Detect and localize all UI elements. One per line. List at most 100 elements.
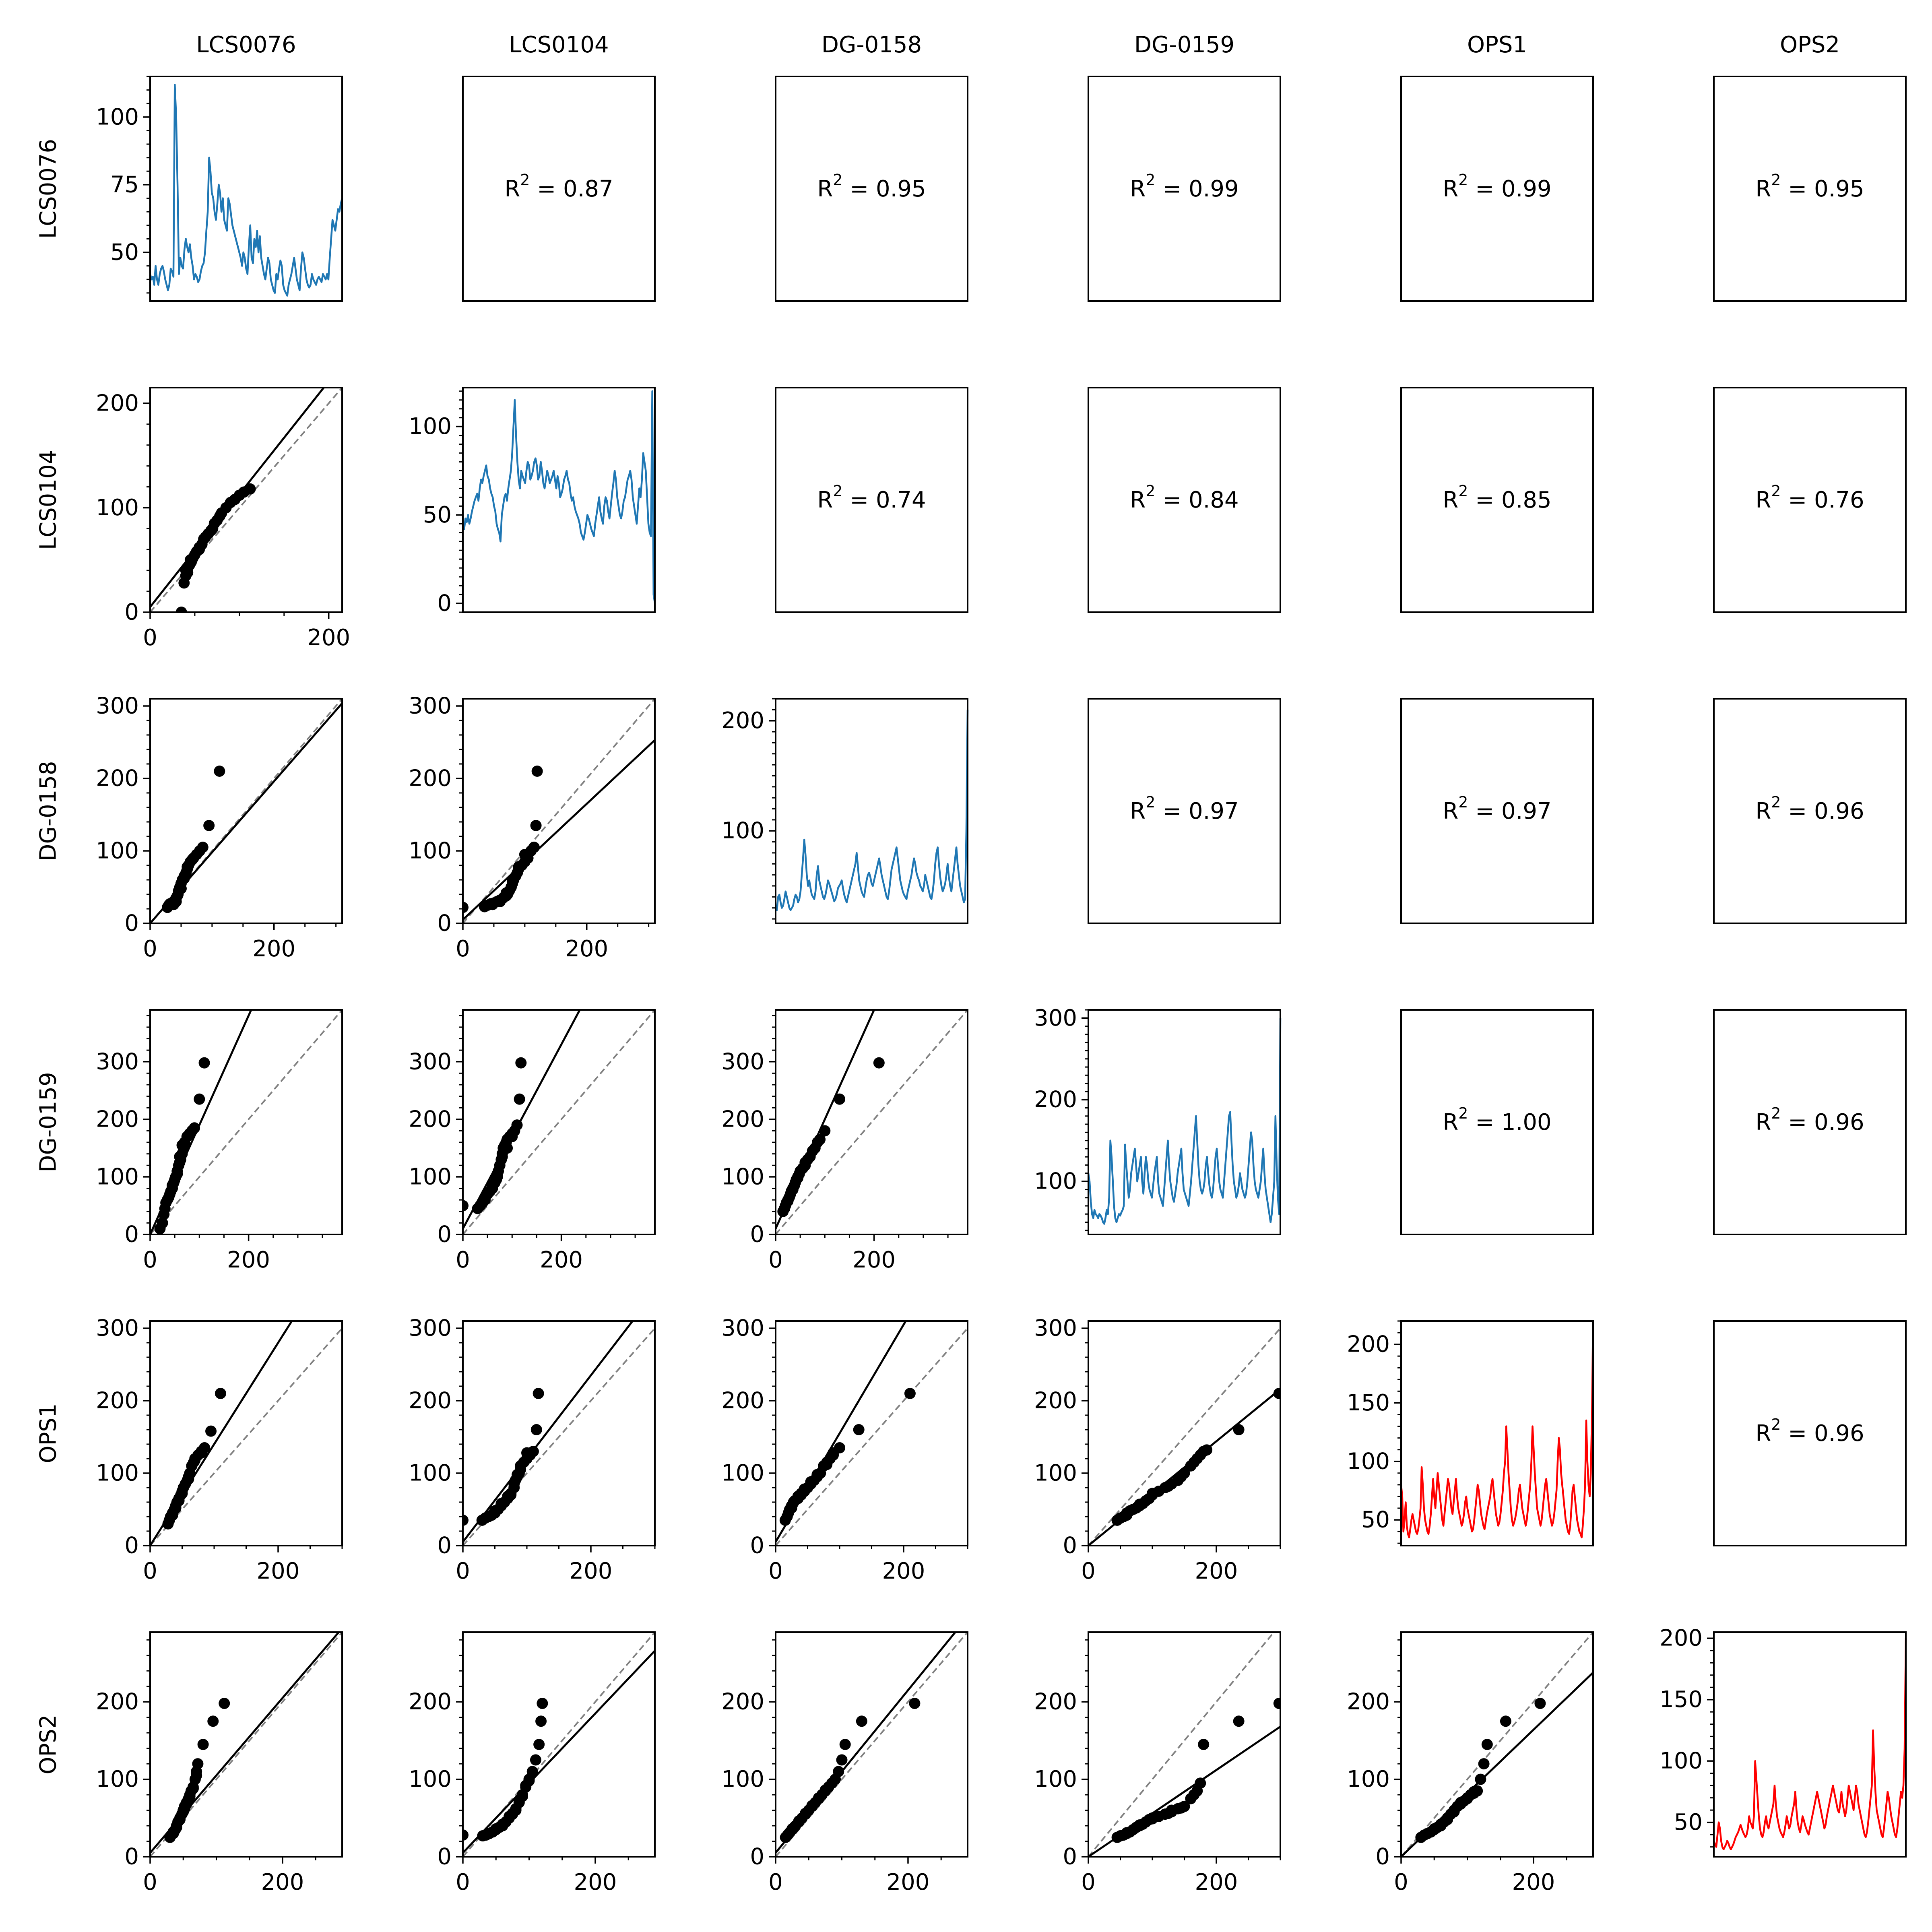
y-tick-label: 200 (1034, 1689, 1077, 1715)
y-tick-label: 200 (96, 1388, 139, 1414)
scatter-point (1448, 1806, 1460, 1818)
scatter-point (1273, 1698, 1280, 1709)
y-tick-label: 100 (96, 1766, 139, 1792)
x-tick-label: 200 (565, 936, 608, 962)
scatter-point (505, 1488, 517, 1499)
axes-frame (462, 387, 656, 613)
scatter-point (194, 544, 205, 555)
scatter-point (511, 1119, 523, 1131)
scatter-panel-ops2-vs-lcs0104: 0 100 200 0 200 (409, 1631, 656, 1895)
scatter-point (167, 1509, 178, 1521)
scatter-point (198, 1057, 210, 1069)
scatter-panel-ops1-vs-lcs0076: 0 100 200 300 0 200 (96, 1315, 343, 1584)
axes-frame (775, 1009, 968, 1235)
axes-frame (1713, 1631, 1907, 1858)
r2-annotation: R2 = 0.99 (1130, 171, 1238, 202)
scatter-point (196, 1447, 207, 1459)
scatter-point (186, 556, 197, 568)
y-tick-label: 0 (437, 590, 452, 617)
axes-frame (1088, 1009, 1281, 1235)
plot-area (463, 699, 655, 923)
y-tick-label: 300 (1034, 1315, 1077, 1342)
y-tick-label: 0 (437, 910, 452, 937)
r2-panel-frame (775, 76, 968, 302)
scatter-point (786, 1502, 797, 1514)
timeseries-panel-lcs0104: 0 50 100 (409, 387, 656, 617)
scatter-point (528, 842, 540, 853)
fit-line (463, 1321, 634, 1543)
x-tick-label: 0 (143, 1558, 157, 1584)
scatter-point (1188, 1457, 1200, 1468)
scatter-panel-ops1-vs-lcs0104: 0 100 200 300 0 200 (409, 1315, 656, 1584)
scatter-point (782, 1195, 794, 1207)
y-tick-label: 200 (721, 1689, 764, 1715)
r2-panel-lcs0104-ops1: R2 = 0.85 (1400, 387, 1594, 613)
scatter-point (1147, 1488, 1158, 1499)
scatter-point (507, 1808, 518, 1819)
scatter-point (175, 607, 187, 612)
scatter-point (514, 1093, 525, 1105)
identity-line (776, 1010, 968, 1234)
y-tick-label: 100 (409, 1164, 452, 1190)
y-tick-label: 100 (1660, 1748, 1703, 1774)
y-tick-label: 300 (96, 1049, 139, 1075)
plot-area (776, 1010, 968, 1234)
r2-annotation: R2 = 0.96 (1755, 1416, 1864, 1447)
scatter-point (873, 1057, 885, 1069)
scatter-point (463, 1829, 469, 1841)
y-tick-label: 300 (409, 1049, 452, 1075)
r2-annotation: R2 = 0.95 (817, 171, 926, 202)
y-tick-label: 100 (96, 838, 139, 864)
series-line-ops1 (1400, 1321, 1594, 1538)
y-tick-label: 100 (721, 1766, 764, 1792)
scatter-point (1442, 1814, 1453, 1825)
scatter-point (515, 1057, 527, 1069)
scatter-point (502, 1142, 513, 1154)
scatter-point (513, 1795, 525, 1807)
scatter-point (828, 1447, 839, 1459)
x-tick-label: 0 (143, 1247, 157, 1273)
scatter-point (1188, 1789, 1200, 1801)
y-tick-label: 0 (124, 599, 139, 625)
timeseries-panel-lcs0076: 50 75 100 (96, 76, 343, 302)
r2-annotation: R2 = 0.74 (817, 482, 926, 513)
x-tick-label: 0 (143, 1869, 157, 1895)
scatter-point (173, 1495, 185, 1507)
scatter-point (189, 1454, 201, 1466)
scatter-point (836, 1754, 848, 1766)
y-tick-label: 0 (750, 1533, 764, 1559)
scatter-point (189, 1122, 200, 1134)
r2-annotation: R2 = 0.85 (1443, 482, 1551, 513)
axes-frame (149, 1009, 343, 1235)
r2-panel-frame (775, 387, 968, 613)
plot-area (150, 1632, 342, 1857)
y-tick-label: 100 (721, 1460, 764, 1486)
axes-frame (462, 698, 656, 924)
row-label-dg-0158: DG-0158 (35, 761, 62, 861)
y-tick-label: 200 (409, 1689, 452, 1715)
y-tick-label: 300 (96, 693, 139, 719)
scatter-point (800, 1808, 811, 1819)
scatter-point (500, 887, 512, 899)
r2-panel-frame (1088, 387, 1281, 613)
scatter-point (183, 1473, 194, 1485)
fit-line (463, 1650, 655, 1854)
x-tick-label: 0 (456, 1247, 470, 1273)
scatter-point (904, 1388, 916, 1399)
y-tick-label: 200 (409, 1106, 452, 1132)
y-tick-label: 200 (409, 1388, 452, 1414)
scatter-point (530, 1424, 542, 1435)
scatter-panel-ops2-vs-ops1: 0 100 200 0 200 (1347, 1631, 1594, 1895)
y-tick-label: 200 (1034, 1388, 1077, 1414)
scatter-point (533, 1388, 544, 1399)
scatter-point (214, 766, 225, 777)
scatter-panel-ops1-vs-dg-0158: 0 100 200 300 0 200 (721, 1315, 968, 1584)
scatter-point (1500, 1715, 1511, 1727)
r2-panel-frame (1713, 387, 1907, 613)
scatter-point (167, 1180, 178, 1191)
x-tick-label: 200 (257, 1558, 300, 1584)
scatter-point (537, 1698, 548, 1709)
scatter-point (1175, 1802, 1187, 1814)
scatter-point (787, 1184, 799, 1195)
scatter-point (207, 1715, 219, 1727)
